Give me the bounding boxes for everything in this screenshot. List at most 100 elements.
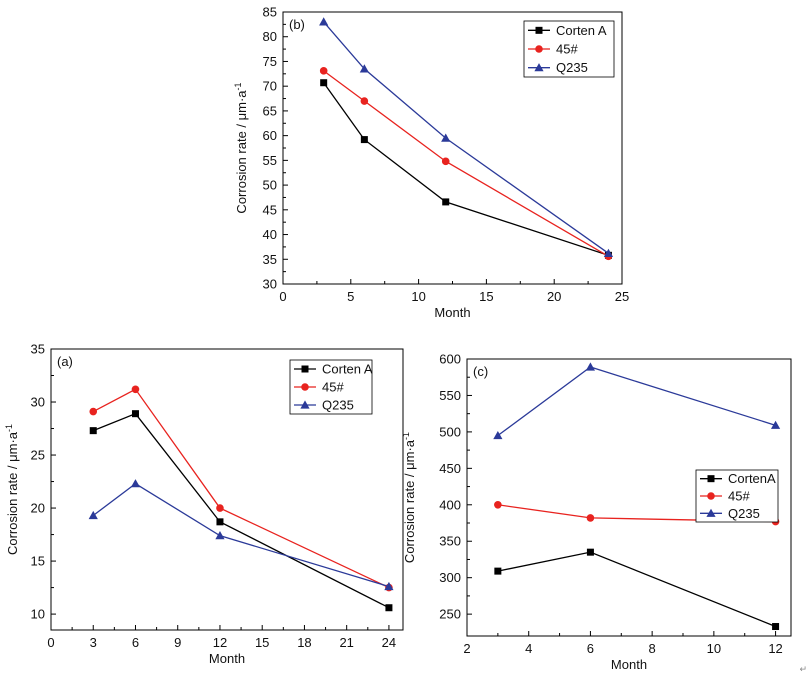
data-point (603, 248, 614, 257)
data-point (88, 510, 98, 520)
legend-label: Q235 (556, 60, 588, 75)
x-tick-label: 20 (547, 289, 561, 304)
panel-label: (a) (57, 354, 73, 369)
y-tick-label: 15 (31, 554, 45, 569)
data-point (586, 514, 595, 522)
legend-label: 45# (322, 380, 344, 395)
data-point (359, 64, 369, 73)
y-tick-label: 85 (263, 5, 277, 20)
x-tick-label: 10 (707, 641, 721, 656)
y-tick-label: 50 (263, 178, 277, 193)
legend: Corten A 45# Q235 (289, 359, 373, 415)
data-point (385, 604, 393, 612)
y-tick-label: 350 (439, 534, 461, 549)
legend-label: 45# (728, 489, 750, 504)
x-tick-label: 6 (132, 635, 139, 650)
series-1 (494, 548, 780, 631)
x-tick-label: 2 (463, 641, 470, 656)
corner-mark: ↵ (799, 665, 807, 675)
y-tick-label: 65 (263, 103, 277, 118)
y-tick-label: 550 (439, 388, 461, 403)
data-point (441, 133, 451, 142)
plot-frame (50, 348, 404, 631)
legend-swatch-marker (534, 63, 544, 72)
series-line (92, 388, 390, 589)
x-tick-label: 25 (615, 289, 629, 304)
legend-label: Q235 (322, 398, 354, 413)
y-tick-label: 25 (31, 448, 45, 463)
y-tick-label: 60 (263, 128, 277, 143)
x-tick-label: 9 (174, 635, 181, 650)
data-point (360, 136, 368, 144)
y-tick-label: 300 (439, 570, 461, 585)
x-tick-label: 24 (382, 635, 396, 650)
legend-swatch-marker (706, 508, 716, 517)
y-tick-label: 450 (439, 461, 461, 476)
x-tick-label: 6 (587, 641, 594, 656)
x-tick-label: 18 (297, 635, 311, 650)
series-3 (319, 17, 614, 257)
y-tick-label: 30 (263, 277, 277, 292)
legend-label: Corten A (322, 362, 373, 377)
data-point (89, 407, 98, 416)
x-tick-label: 21 (339, 635, 353, 650)
series-line (497, 366, 776, 437)
data-point (131, 410, 139, 418)
y-tick-label: 30 (31, 395, 45, 410)
x-tick-label: 3 (90, 635, 97, 650)
data-point (131, 385, 140, 394)
y-tick-label: 400 (439, 497, 461, 512)
y-tick-label: 600 (439, 352, 461, 367)
x-tick-label: 15 (479, 289, 493, 304)
series-line (92, 412, 390, 609)
data-point (585, 362, 596, 371)
series-2 (319, 67, 613, 261)
series-1 (89, 410, 393, 612)
x-tick-label: 0 (279, 289, 286, 304)
y-axis-label: Corrosion rate / μm·a-1 (401, 432, 417, 563)
data-point (384, 581, 394, 591)
data-point (494, 500, 502, 509)
y-tick-label: 10 (31, 607, 45, 622)
x-tick-label: 12 (213, 635, 227, 650)
data-point (216, 504, 224, 512)
series-line (92, 482, 390, 588)
x-tick-label: 0 (47, 635, 54, 650)
y-tick-label: 500 (439, 424, 461, 439)
data-point (494, 567, 502, 575)
data-point (319, 67, 328, 75)
y-axis-label: Corrosion rate / μm·a-1 (4, 424, 20, 555)
x-tick-label: 10 (411, 289, 425, 304)
y-tick-label: 55 (263, 153, 277, 168)
y-axis-label: Corrosion rate / μm·a-1 (233, 82, 249, 213)
series-3 (88, 479, 394, 591)
panel-label: (b) (289, 17, 305, 32)
legend-swatch-marker (301, 365, 309, 373)
data-point (586, 548, 594, 556)
y-tick-label: 35 (263, 252, 277, 267)
legend-swatch-marker (707, 475, 715, 483)
data-point (215, 531, 225, 540)
legend: CortenA 45# Q235 (695, 469, 779, 523)
x-tick-label: 12 (768, 641, 782, 656)
series-3 (493, 362, 781, 440)
legend-swatch-marker (707, 492, 715, 500)
chart-panel-1: 0 5 10 15 20 25 30 35 40 45 50 55 60 65 70 75 80 85 Month C… (233, 5, 629, 321)
y-tick-label: 70 (263, 79, 277, 94)
legend-swatch-marker (535, 26, 543, 34)
y-tick-label: 45 (263, 202, 277, 217)
y-tick-label: 250 (439, 607, 461, 622)
x-tick-label: 15 (255, 635, 269, 650)
x-tick-label: 5 (347, 289, 354, 304)
legend-swatch-marker (300, 400, 310, 409)
data-point (89, 427, 97, 435)
data-point (360, 97, 369, 105)
legend-swatch-marker (301, 383, 309, 391)
legend-label: CortenA (728, 471, 776, 486)
data-point (493, 430, 503, 440)
plot-frame (466, 358, 792, 637)
legend-label: 45# (556, 42, 578, 57)
data-point (319, 17, 329, 26)
x-tick-label: 4 (525, 641, 532, 656)
